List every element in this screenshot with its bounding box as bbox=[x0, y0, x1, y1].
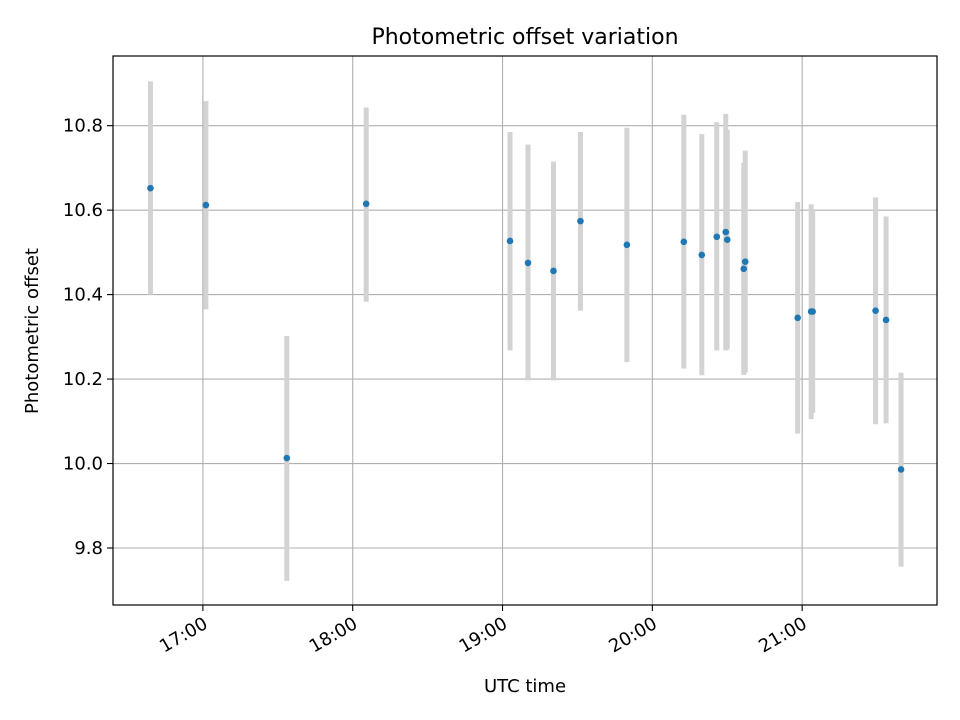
data-point bbox=[680, 238, 688, 246]
y-axis: 9.8 10.0 10.2 10.4 10.6 10.8 bbox=[63, 116, 113, 559]
x-axis-label: UTC time bbox=[484, 676, 566, 697]
data-point bbox=[623, 241, 631, 249]
y-tick-label: 10.4 bbox=[63, 285, 103, 306]
data-point bbox=[524, 259, 532, 267]
data-point bbox=[283, 454, 291, 462]
data-point bbox=[809, 308, 816, 315]
chart-title: Photometric offset variation bbox=[371, 25, 678, 50]
data-point bbox=[550, 267, 557, 275]
data-point bbox=[506, 237, 514, 245]
data-point bbox=[147, 184, 154, 192]
data-point bbox=[577, 217, 584, 225]
data-point bbox=[741, 258, 749, 265]
data-point bbox=[698, 251, 706, 259]
data-point bbox=[723, 236, 731, 244]
data-point bbox=[794, 314, 801, 322]
data-point bbox=[362, 200, 370, 208]
data-point bbox=[740, 265, 748, 273]
y-tick-label: 10.6 bbox=[63, 200, 103, 221]
data-point bbox=[713, 233, 721, 241]
y-tick-label: 10.8 bbox=[63, 116, 103, 137]
data-point bbox=[722, 228, 730, 236]
y-tick-label: 9.8 bbox=[74, 538, 103, 559]
data-point bbox=[872, 307, 879, 314]
y-axis-label: Photometric offset bbox=[22, 248, 43, 414]
data-point bbox=[897, 466, 905, 473]
data-point bbox=[202, 201, 210, 209]
data-points bbox=[147, 184, 905, 473]
plot-frame bbox=[112, 55, 938, 606]
data-point bbox=[882, 316, 890, 324]
y-tick-label: 10.2 bbox=[63, 369, 103, 390]
y-tick-label: 10.0 bbox=[63, 454, 103, 475]
